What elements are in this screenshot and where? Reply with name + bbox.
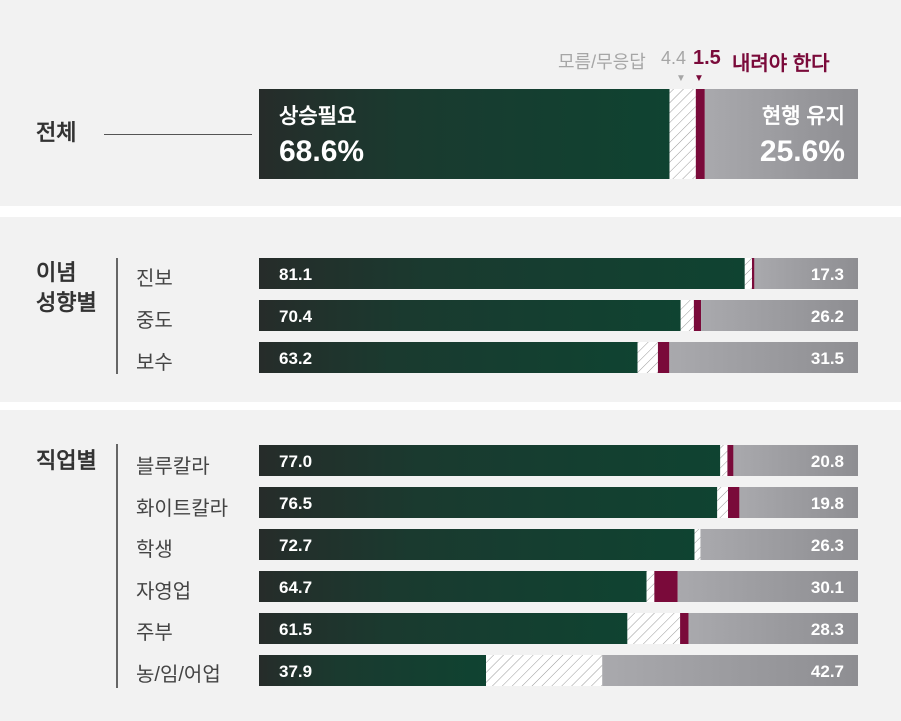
bar-keep-2 bbox=[701, 300, 858, 331]
bar-dontknow-1 bbox=[744, 258, 752, 289]
bar-dontknow-7 bbox=[646, 571, 655, 602]
data-label-up-1: 81.1 bbox=[279, 265, 312, 284]
data-label-keep-1: 17.3 bbox=[811, 265, 844, 284]
occupation-bracket-line bbox=[116, 444, 118, 688]
bar-up-6 bbox=[259, 529, 695, 560]
bar-dontknow-6 bbox=[694, 529, 701, 560]
row-label-agriculture: 농/임/어업 bbox=[136, 664, 221, 686]
bar-keep-7 bbox=[677, 571, 858, 602]
bar-keep-1 bbox=[754, 258, 858, 289]
row-label-selfemployed: 자영업 bbox=[136, 581, 192, 603]
overall-connector-line bbox=[104, 134, 252, 135]
data-label-keep-3: 31.5 bbox=[811, 349, 844, 368]
row-label-homemaker: 주부 bbox=[136, 622, 173, 644]
bar-up-9 bbox=[259, 655, 487, 686]
bar-up-1 bbox=[259, 258, 745, 289]
data-label-up-9: 37.9 bbox=[279, 662, 312, 681]
bar-up-0 bbox=[259, 89, 670, 179]
legend-dontknow-value: 4.4 bbox=[661, 48, 687, 68]
ideology-bracket-line bbox=[116, 258, 118, 374]
bar-down-7 bbox=[654, 571, 678, 602]
data-label-keep-8: 28.3 bbox=[811, 620, 844, 639]
bar-dontknow-8 bbox=[627, 613, 681, 644]
bar-keep-8 bbox=[688, 613, 858, 644]
overall-keep-value: 25.6% bbox=[759, 135, 845, 168]
row-label-bluecollar: 블루칼라 bbox=[136, 456, 210, 478]
bar-keep-9 bbox=[602, 655, 858, 686]
bar-dontknow-4 bbox=[720, 445, 728, 476]
data-label-keep-2: 26.2 bbox=[811, 307, 844, 326]
bar-keep-5 bbox=[739, 487, 858, 518]
bar-down-1 bbox=[751, 258, 755, 289]
row-label-moderate: 중도 bbox=[136, 310, 173, 332]
bar-keep-6 bbox=[700, 529, 858, 560]
bar-keep-4 bbox=[733, 445, 858, 476]
data-label-up-2: 70.4 bbox=[279, 307, 313, 326]
group-label-ideology: 이념 성향별 bbox=[36, 260, 97, 315]
bar-up-3 bbox=[259, 342, 638, 373]
row-label-conservative: 보수 bbox=[136, 352, 173, 374]
bar-dontknow-0 bbox=[669, 89, 696, 179]
data-label-up-7: 64.7 bbox=[279, 578, 312, 597]
bar-dontknow-5 bbox=[717, 487, 729, 518]
overall-up-label: 상승필요 bbox=[279, 105, 357, 128]
group-label-overall: 전체 bbox=[36, 120, 77, 145]
data-label-up-4: 77.0 bbox=[279, 452, 312, 471]
legend-down-value: 1.5 bbox=[693, 47, 721, 69]
data-label-keep-6: 26.3 bbox=[811, 536, 844, 555]
data-label-up-3: 63.2 bbox=[279, 349, 312, 368]
bar-down-0 bbox=[695, 89, 705, 179]
bar-keep-0 bbox=[704, 89, 858, 179]
overall-up-value: 68.6% bbox=[279, 135, 365, 168]
bar-up-4 bbox=[259, 445, 721, 476]
bar-down-4 bbox=[727, 445, 734, 476]
bar-up-7 bbox=[259, 571, 647, 602]
data-label-up-5: 76.5 bbox=[279, 494, 312, 513]
row-label-whitecollar: 화이트칼라 bbox=[136, 498, 228, 520]
row-label-progressive: 진보 bbox=[136, 268, 173, 290]
bar-up-8 bbox=[259, 613, 628, 644]
data-label-up-6: 72.7 bbox=[279, 536, 312, 555]
bar-up-5 bbox=[259, 487, 718, 518]
legend-dontknow-arrow-icon: ▼ bbox=[676, 73, 686, 84]
bar-down-2 bbox=[693, 300, 702, 331]
bar-down-5 bbox=[728, 487, 740, 518]
legend-down-arrow-icon: ▼ bbox=[694, 73, 704, 84]
bar-down-3 bbox=[657, 342, 670, 373]
bar-dontknow-9 bbox=[486, 655, 603, 686]
bar-dontknow-3 bbox=[637, 342, 658, 373]
data-label-keep-9: 42.7 bbox=[811, 662, 844, 681]
legend-dontknow-label: 모름/무응답 bbox=[558, 52, 646, 72]
bar-dontknow-2 bbox=[680, 300, 694, 331]
bar-keep-3 bbox=[669, 342, 858, 373]
legend-down-label: 내려야 한다 bbox=[732, 53, 830, 75]
data-label-keep-5: 19.8 bbox=[811, 494, 844, 513]
bar-down-8 bbox=[680, 613, 689, 644]
row-label-student: 학생 bbox=[136, 539, 173, 561]
data-label-keep-7: 30.1 bbox=[811, 578, 844, 597]
overall-keep-label: 현행 유지 bbox=[761, 105, 845, 128]
group-label-occupation: 직업별 bbox=[36, 448, 97, 473]
bar-up-2 bbox=[259, 300, 681, 331]
data-label-keep-4: 20.8 bbox=[811, 452, 844, 471]
data-label-up-8: 61.5 bbox=[279, 620, 312, 639]
